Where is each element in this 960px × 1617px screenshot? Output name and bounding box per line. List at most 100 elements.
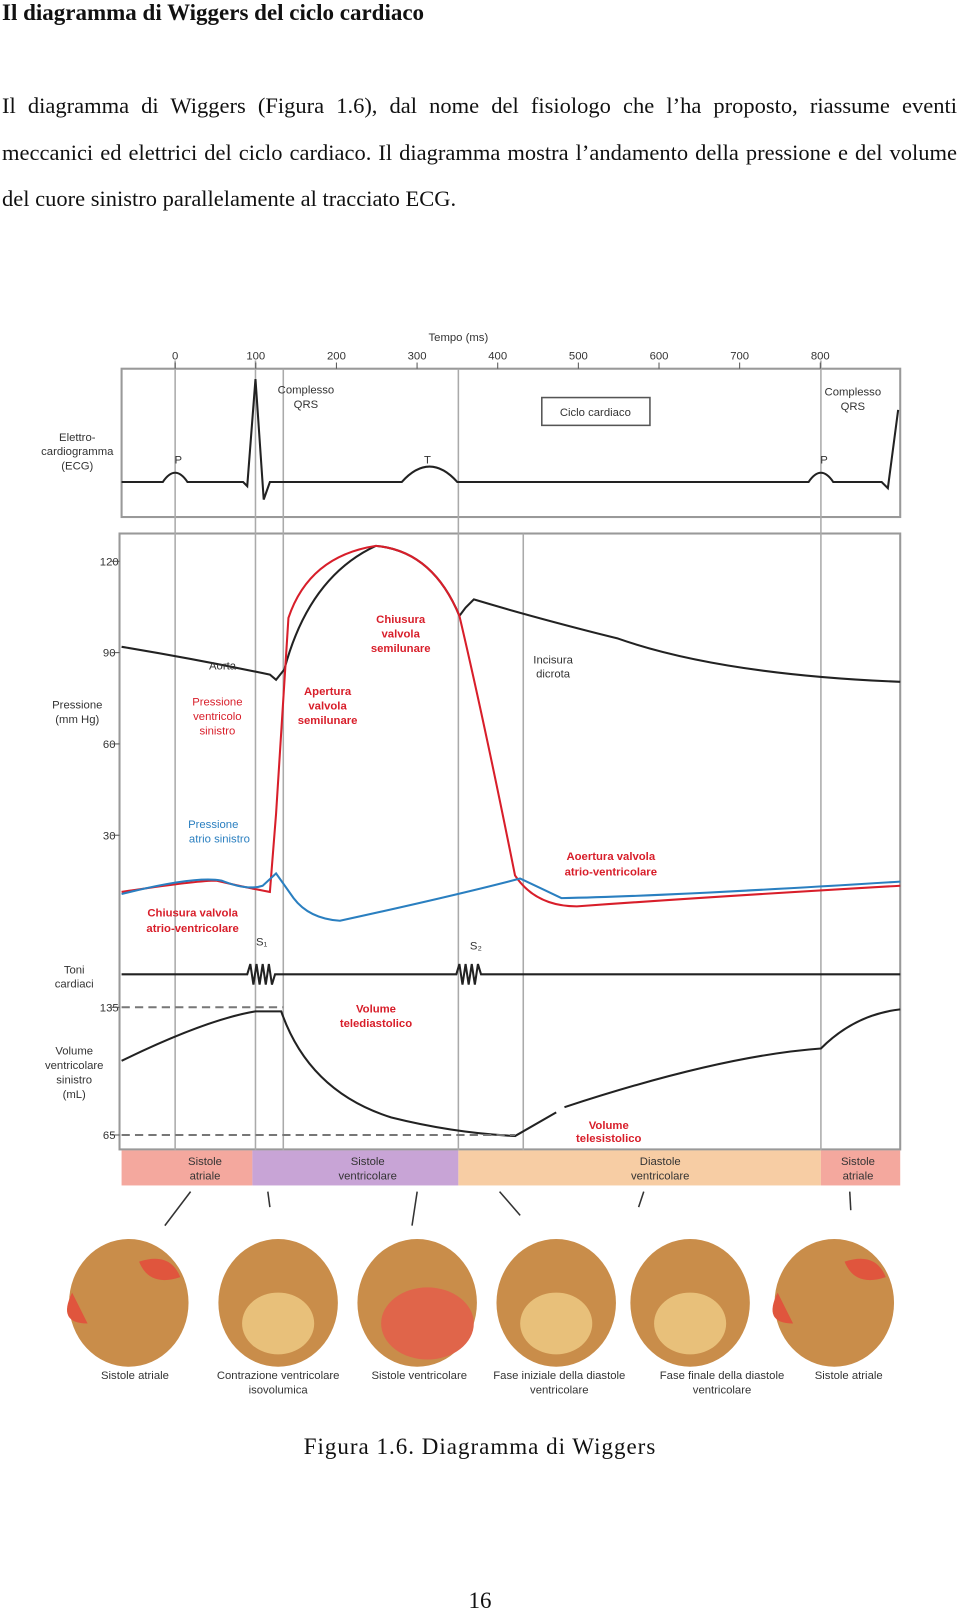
pressure-tick-label: 120 <box>100 556 119 568</box>
figure-label: Sistole atriale <box>815 1370 883 1382</box>
figure-shape <box>844 1258 886 1281</box>
figure-shape <box>69 1239 189 1367</box>
figure-label: atrio-ventricolare <box>146 923 238 935</box>
figure-shape <box>252 1150 459 1186</box>
figure-label: sinistro <box>56 1074 92 1086</box>
figure-label: Tempo (ms) <box>429 332 489 344</box>
figure-label: Contrazione ventricolare <box>217 1370 340 1382</box>
figure-label: P <box>174 454 182 466</box>
figure-shape <box>772 1239 895 1367</box>
figure-label: P <box>820 454 828 466</box>
figure-shape <box>164 1191 192 1227</box>
heart-illustrations <box>66 1191 895 1367</box>
figure-shape <box>164 1191 852 1227</box>
time-tick-label: 100 <box>246 350 265 362</box>
figure-label: Volume <box>356 1003 396 1015</box>
figure-shape <box>121 1006 516 1137</box>
figure-label: Complesso <box>278 384 335 396</box>
figure-shape <box>267 1191 271 1208</box>
figure-label: valvola <box>382 629 421 641</box>
figure-label: Sistole ventricolare <box>371 1370 467 1382</box>
figure-shape <box>218 1239 338 1367</box>
figure-label: Toni <box>64 964 85 976</box>
figure-shape <box>496 1239 616 1367</box>
figure-shape <box>654 1292 727 1355</box>
figure-label: Sistole atriale <box>101 1370 169 1382</box>
figure-shape <box>242 1292 315 1355</box>
figure-label: (mm Hg) <box>55 714 99 726</box>
time-tick-label: 300 <box>408 350 427 362</box>
figure-label: ventricolare <box>45 1060 103 1072</box>
figure-label: S₁ <box>256 936 268 948</box>
figure-label: Chiusura valvola <box>147 908 238 920</box>
figure-label: telesistolico <box>576 1133 641 1145</box>
figure-label: QRS <box>841 401 866 413</box>
volume-tick-label: 65 <box>103 1130 116 1142</box>
figure-shape <box>498 1191 521 1216</box>
figure-shape <box>139 1258 181 1281</box>
paragraph: Il diagramma di Wiggers (Figura 1.6), da… <box>2 93 957 211</box>
figure-label: dicrota <box>536 669 571 681</box>
figure-shape <box>458 1150 821 1186</box>
figure-label: Sistole <box>351 1156 385 1168</box>
figure-label: Sistole <box>188 1156 222 1168</box>
figure-shape <box>520 1292 593 1355</box>
figure-label: semilunare <box>371 643 431 655</box>
figure-label: Apertura <box>304 686 352 698</box>
pressure-tick-label: 30 <box>103 830 116 842</box>
figure-label: sinistro <box>199 725 235 737</box>
figure-label: Pressione <box>52 700 102 712</box>
figure-shape <box>848 1191 852 1211</box>
figure-shape <box>121 963 901 985</box>
figure-label: Sistole <box>841 1156 875 1168</box>
time-tick-label: 400 <box>488 350 507 362</box>
figure-shape <box>120 367 902 519</box>
figure-shape <box>121 544 901 908</box>
figure-shape <box>357 1239 477 1367</box>
figure-label: Complesso <box>825 386 882 398</box>
figure-shape <box>121 1008 901 1138</box>
figure-label: Volume <box>589 1120 629 1132</box>
figure-label: ventricolare <box>530 1385 588 1397</box>
figure-label: Aorta <box>209 660 237 672</box>
figure-shape <box>121 871 901 922</box>
figure-shape <box>772 1292 794 1324</box>
figure-label: Fase finale della diastole <box>660 1370 785 1382</box>
frame <box>118 360 902 1151</box>
page-number: 16 <box>468 1588 492 1613</box>
time-tick-label: 200 <box>327 350 346 362</box>
figure-label: isovolumica <box>249 1385 309 1397</box>
figure-label: Pressione <box>192 697 242 709</box>
figure-shape <box>541 396 651 427</box>
figure-label: Pressione <box>188 819 238 831</box>
caption: Figura 1.6. Diagramma di Wiggers <box>303 1434 657 1459</box>
figure-label: Elettro- <box>59 432 96 444</box>
figure-label: Fase iniziale della diastole <box>493 1370 625 1382</box>
figure-label: atriale <box>190 1170 221 1182</box>
figure-label: S₂ <box>470 941 482 953</box>
figure-shape <box>411 1191 418 1226</box>
time-tick-label: 600 <box>650 350 669 362</box>
figure-label: cardiogramma <box>41 446 114 458</box>
figure-shape <box>121 378 900 500</box>
figure-label: T <box>424 454 431 466</box>
time-tick-label: 0 <box>172 350 178 362</box>
volume-tick-label: 135 <box>100 1002 119 1014</box>
figure-shape <box>118 532 902 1151</box>
figure-shape <box>637 1191 645 1208</box>
time-tick-label: 700 <box>730 350 749 362</box>
time-tick-label: 800 <box>811 350 830 362</box>
figure-shape <box>66 1239 189 1367</box>
figure-label: valvola <box>308 701 347 713</box>
figure-shape <box>820 1150 901 1186</box>
figure-label: telediastolico <box>340 1018 412 1030</box>
figure-label: Ciclo cardiaco <box>560 407 631 419</box>
figure-label: atriale <box>843 1170 874 1182</box>
figure-label: atrio sinistro <box>189 833 250 845</box>
pressure-tick-label: 60 <box>103 739 116 751</box>
figure-shape <box>774 1239 895 1367</box>
figure-label: ventricolare <box>631 1170 689 1182</box>
figure-label: ventricolare <box>338 1170 396 1182</box>
